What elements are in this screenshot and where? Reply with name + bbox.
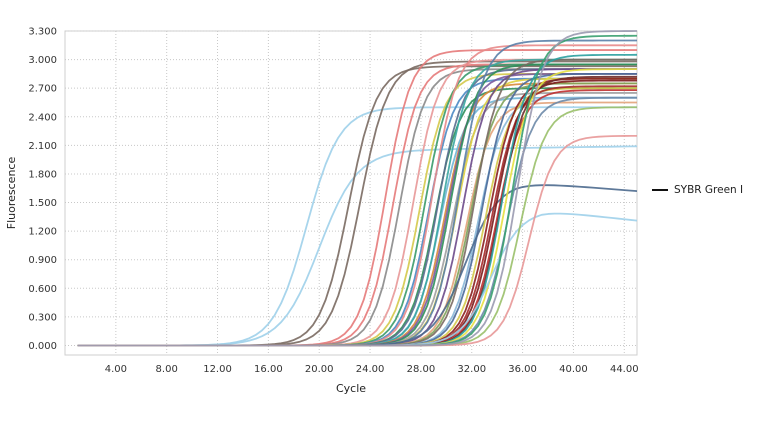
x-tick-label: 8.00: [156, 364, 178, 375]
y-tick-label: 0.300: [28, 312, 57, 323]
y-tick-label: 2.100: [28, 141, 57, 152]
x-tick-label: 28.00: [407, 364, 436, 375]
x-tick-label: 44.00: [610, 364, 639, 375]
amplification-curve: [77, 30, 638, 347]
y-tick-label: 3.000: [28, 55, 57, 66]
x-tick-label: 32.00: [457, 364, 486, 375]
y-axis-title: Fluorescence: [5, 157, 18, 230]
x-axis-ticks: 4.00 8.00 12.00 16.00 20.00 24.00 28.00 32.00 36…: [105, 364, 639, 375]
x-tick-label: 20.00: [305, 364, 334, 375]
y-tick-label: 0.900: [28, 255, 57, 266]
y-tick-label: 1.500: [28, 198, 57, 209]
x-tick-label: 40.00: [559, 364, 588, 375]
y-tick-label: 2.700: [28, 84, 57, 95]
y-tick-label: 1.200: [28, 227, 57, 238]
legend-swatch: [652, 189, 668, 191]
legend: SYBR Green I: [652, 184, 743, 196]
y-tick-label: 0.000: [28, 341, 57, 352]
x-tick-label: 4.00: [105, 364, 127, 375]
y-tick-label: 3.300: [28, 27, 57, 38]
x-tick-label: 16.00: [254, 364, 283, 375]
x-tick-label: 12.00: [203, 364, 232, 375]
y-axis-ticks: 0.000 0.300 0.600 0.900 1.200 1.500 1.800 2.100…: [28, 27, 57, 352]
y-tick-label: 2.400: [28, 112, 57, 123]
x-axis-title: Cycle: [336, 382, 366, 395]
legend-label: SYBR Green I: [674, 184, 744, 196]
curve-group: [77, 30, 638, 347]
x-tick-label: 36.00: [508, 364, 537, 375]
y-tick-label: 0.600: [28, 284, 57, 295]
y-tick-label: 1.800: [28, 169, 57, 180]
x-tick-label: 24.00: [356, 364, 385, 375]
